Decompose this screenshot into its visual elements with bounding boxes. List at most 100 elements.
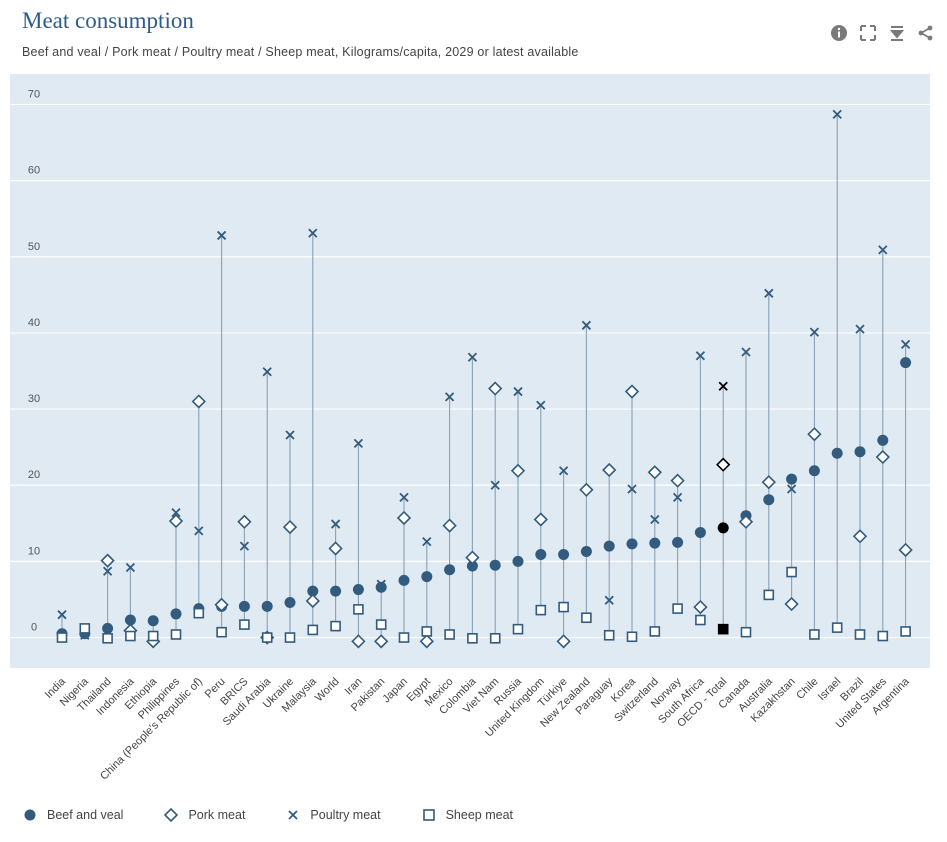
beef-veal-point — [854, 446, 866, 458]
pork-meat-point — [305, 593, 320, 609]
x-tick-label: Japan — [380, 676, 410, 706]
pork-meat-point — [579, 482, 594, 497]
beef-veal-point — [877, 434, 889, 446]
poultry-meat-point — [536, 400, 546, 410]
sheep-meat-point — [284, 632, 296, 643]
sheep-meat-point — [672, 603, 683, 614]
beef-veal-point — [626, 538, 638, 550]
beef-veal-point — [147, 615, 159, 627]
sheep-meat-point — [649, 626, 661, 637]
legend-item-beef[interactable]: Beef and veal — [22, 807, 123, 823]
sheep-meat-point — [170, 629, 182, 640]
sheep-meat-point — [147, 630, 159, 642]
sheep-meat-point — [626, 631, 638, 643]
beef-veal-point — [694, 526, 706, 538]
sheep-meat-point — [831, 622, 843, 633]
sheep-meat-point — [877, 630, 889, 642]
sheep-meat-point — [398, 632, 410, 643]
poultry-meat-point — [786, 484, 797, 494]
poultry-meat-point — [102, 566, 113, 576]
circle-marker-icon — [24, 809, 36, 821]
poultry-meat-point — [262, 367, 272, 377]
poultry-meat-point — [308, 228, 318, 238]
poultry-meat-point — [672, 492, 683, 503]
sheep-meat-point — [786, 566, 797, 578]
sheep-meat-point — [421, 626, 433, 637]
legend-item-sheep[interactable]: Sheep meat — [421, 807, 513, 823]
poultry-meat-point — [422, 536, 432, 547]
x-tick-label: Israel — [816, 676, 844, 704]
sheep-meat-point — [854, 629, 866, 640]
beef-veal-point — [124, 614, 136, 626]
y-tick-label: 30 — [28, 393, 40, 405]
y-tick-label: 50 — [28, 241, 40, 253]
poultry-meat-point — [285, 430, 295, 440]
pork-meat-point — [602, 462, 617, 478]
y-tick-label: 40 — [28, 317, 40, 329]
cross-marker-icon — [288, 810, 299, 820]
pork-meat-point — [214, 597, 229, 612]
pork-meat-point — [282, 519, 298, 535]
y-tick-label: 0 — [31, 622, 37, 634]
sheep-meat-point — [56, 632, 68, 643]
x-tick-label: World — [313, 676, 342, 705]
beef-veal-point — [398, 574, 410, 586]
sheep-meat-point — [581, 612, 592, 624]
poultry-meat-point — [57, 610, 67, 620]
beef-veal-point — [900, 357, 912, 369]
poultry-meat-point — [171, 508, 181, 518]
dot-chart: 010203040506070IndiaNigeriaThailandIndon… — [10, 74, 930, 782]
poultry-meat-point — [467, 352, 478, 362]
chart-toolbar — [830, 24, 935, 42]
pork-meat-point — [510, 463, 526, 478]
beef-veal-point — [102, 622, 114, 634]
beef-veal-point — [375, 581, 387, 593]
beef-veal-point — [580, 545, 592, 557]
chart-subtitle: Beef and veal / Pork meat / Poultry meat… — [22, 45, 579, 59]
sheep-meat-point — [330, 620, 341, 632]
beef-veal-point — [558, 549, 570, 561]
pork-meat-point — [852, 529, 868, 544]
poultry-meat-point — [809, 327, 820, 337]
pork-meat-point — [647, 465, 662, 480]
legend-item-poultry[interactable]: Poultry meat — [285, 807, 381, 823]
sheep-meat-point — [193, 607, 205, 619]
info-icon[interactable] — [830, 24, 848, 42]
x-tick-label: Chile — [794, 676, 820, 702]
poultry-meat-point — [695, 351, 706, 361]
sheep-meat-point — [239, 619, 250, 630]
download-icon[interactable] — [888, 24, 906, 42]
pork-meat-point — [351, 634, 366, 649]
sheep-meat-point — [740, 626, 752, 638]
pork-meat-point — [465, 550, 480, 565]
pork-meat-point — [738, 514, 754, 529]
sheep-meat-point — [489, 632, 501, 644]
poultry-meat-point — [900, 339, 911, 349]
beef-veal-point — [535, 549, 547, 561]
beef-veal-point — [489, 559, 501, 571]
pork-meat-point — [488, 381, 503, 396]
beef-veal-point — [808, 465, 820, 477]
pork-meat-point — [875, 449, 890, 465]
pork-meat-point — [898, 542, 913, 558]
fullscreen-icon[interactable] — [859, 24, 877, 42]
y-tick-label: 70 — [28, 88, 40, 100]
sheep-meat-point — [535, 604, 547, 616]
share-icon[interactable] — [917, 24, 935, 42]
poultry-meat-point — [650, 514, 660, 525]
pork-meat-point — [670, 473, 685, 488]
pork-meat-point — [374, 634, 389, 649]
poultry-meat-point — [444, 392, 455, 402]
sheep-meat-point — [695, 614, 706, 626]
sheep-meat-point — [261, 632, 273, 643]
beef-veal-point — [603, 540, 615, 552]
sheep-meat-point — [717, 623, 729, 635]
sheep-meat-point — [353, 604, 364, 615]
pork-meat-point — [419, 634, 434, 649]
poultry-meat-point — [353, 438, 364, 448]
sheep-meat-point — [558, 601, 569, 613]
legend-item-pork[interactable]: Pork meat — [163, 807, 245, 823]
legend-label: Poultry meat — [310, 808, 381, 822]
poultry-meat-point — [330, 519, 341, 529]
poultry-meat-point — [627, 484, 637, 494]
